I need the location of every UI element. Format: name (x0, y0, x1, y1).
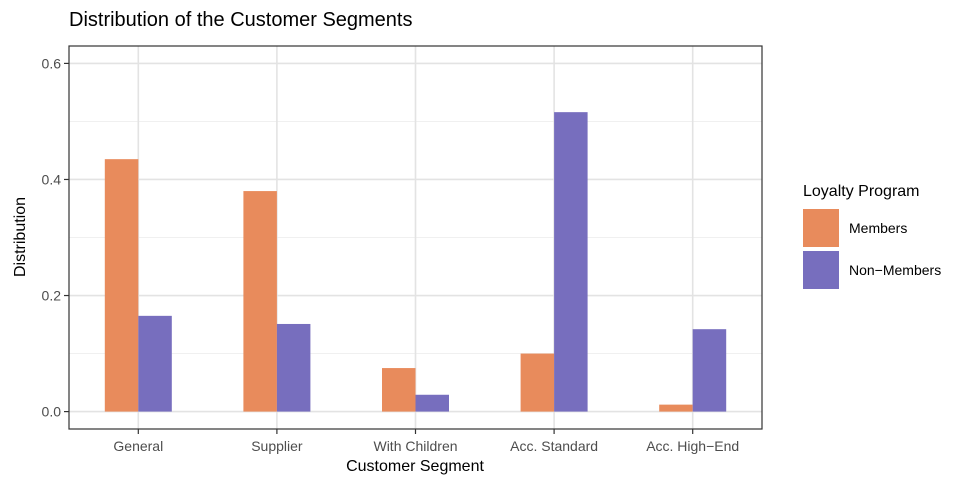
y-tick-label: 0.2 (42, 288, 62, 304)
y-tick-label: 0.0 (42, 404, 62, 420)
x-tick-label: With Children (373, 438, 457, 454)
legend-title: Loyalty Program (803, 183, 920, 200)
legend-label-non-members: Non−Members (849, 262, 941, 278)
x-axis-title: Customer Segment (346, 458, 484, 475)
bar-non-members-1 (276, 323, 311, 412)
bar-members-1 (243, 191, 277, 412)
legend: Loyalty Program Members Non−Members (803, 183, 941, 289)
bar-members-2 (382, 368, 416, 412)
y-axis-title: Distribution (12, 197, 29, 277)
x-axis: General Supplier With Children Acc. Standar… (113, 429, 739, 454)
bars (104, 112, 727, 412)
y-tick-label: 0.4 (42, 171, 62, 187)
legend-key-non-members (803, 251, 839, 289)
y-axis: 0.0 0.2 0.4 0.6 (42, 55, 69, 420)
bar-non-members-2 (415, 394, 449, 412)
y-tick-label: 0.6 (42, 55, 62, 71)
bar-non-members-0 (138, 315, 172, 412)
bar-members-0 (104, 159, 139, 412)
x-tick-label: Supplier (251, 438, 303, 454)
x-tick-label: General (113, 438, 163, 454)
legend-key-members (803, 209, 839, 247)
x-tick-label: Acc. High−End (646, 438, 739, 454)
bar-non-members-3 (554, 112, 588, 412)
bar-members-4 (659, 404, 693, 412)
chart-title: Distribution of the Customer Segments (69, 9, 413, 31)
bar-non-members-4 (692, 329, 727, 412)
bar-members-3 (520, 353, 555, 412)
x-tick-label: Acc. Standard (510, 438, 598, 454)
legend-label-members: Members (849, 220, 907, 236)
